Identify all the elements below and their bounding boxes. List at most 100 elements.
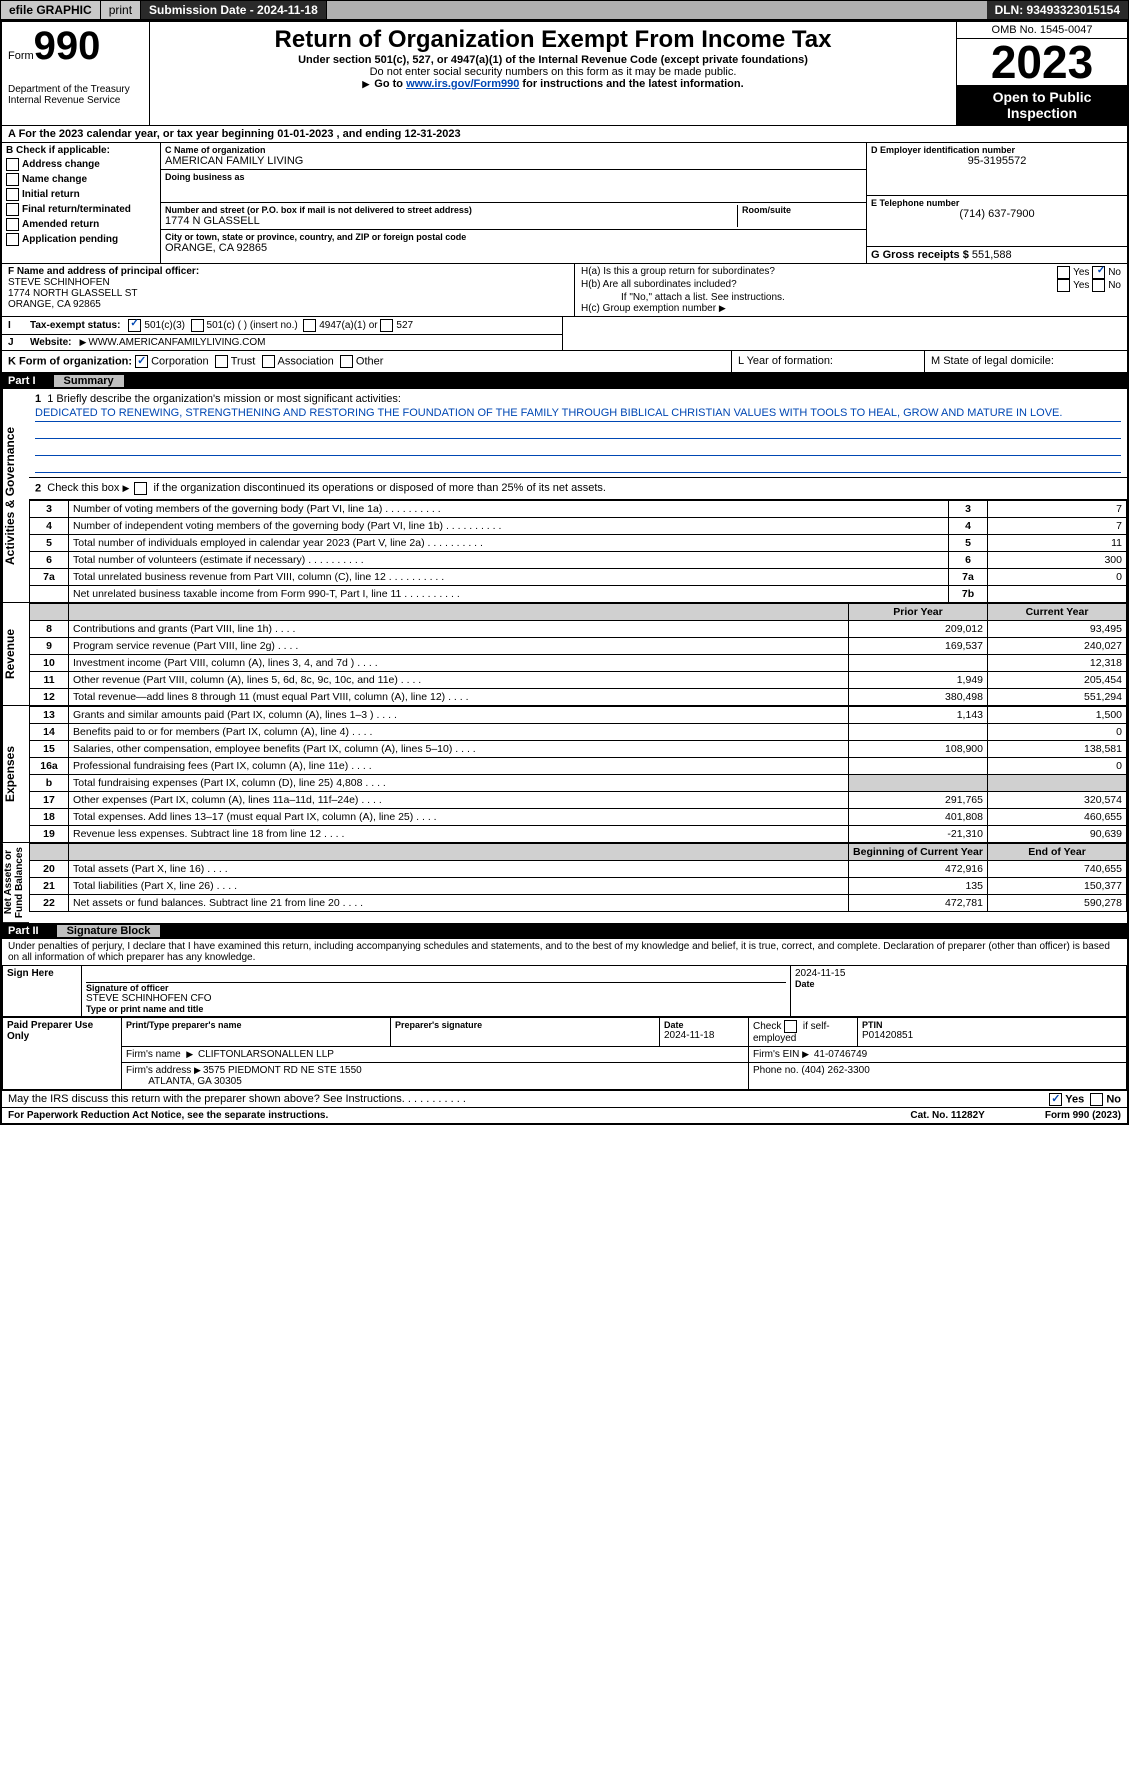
line-a: A For the 2023 calendar year, or tax yea… — [2, 126, 1127, 143]
part-2-header: Part II Signature Block — [2, 923, 1127, 939]
arrow-icon — [122, 482, 131, 494]
mission-line4 — [35, 458, 1121, 473]
header-row: Form990 Department of the Treasury Inter… — [2, 22, 1127, 126]
sig-officer-label: Signature of officer — [86, 983, 786, 993]
mission-block: 1 1 Briefly describe the organization's … — [29, 389, 1127, 478]
4947-checkbox[interactable] — [303, 319, 316, 332]
discuss-no-checkbox[interactable] — [1090, 1093, 1103, 1106]
footer-center: Cat. No. 11282Y — [910, 1110, 984, 1121]
table-net-assets: Beginning of Current YearEnd of Year20To… — [29, 843, 1127, 912]
footer-left: For Paperwork Reduction Act Notice, see … — [8, 1110, 328, 1121]
room-label: Room/suite — [742, 205, 862, 215]
ein-cell: D Employer identification number 95-3195… — [867, 143, 1127, 196]
opt-4947: 4947(a)(1) or — [319, 320, 377, 331]
self-emp-checkbox[interactable] — [784, 1020, 797, 1033]
submission-label: Submission Date - 2024-11-18 — [149, 3, 318, 17]
org-form-label: K Form of organization: — [8, 355, 132, 367]
box-b-option: Initial return — [6, 188, 156, 201]
line-2: 2 Check this box if the organization dis… — [29, 478, 1127, 500]
side-ag: Activities & Governance — [2, 389, 29, 603]
firm-name-label: Firm's name — [126, 1049, 181, 1060]
goto-post: for instructions and the latest informat… — [519, 78, 743, 90]
part-2-title: Signature Block — [57, 925, 161, 937]
discuss-yes-checkbox[interactable] — [1049, 1093, 1062, 1106]
table-row: 12Total revenue—add lines 8 through 11 (… — [30, 689, 1127, 706]
table-row: 16aProfessional fundraising fees (Part I… — [30, 758, 1127, 775]
table-row: 4Number of independent voting members of… — [30, 518, 1127, 535]
hb-yes: Yes — [1073, 280, 1089, 291]
other-checkbox[interactable] — [340, 355, 353, 368]
box-b-checkbox[interactable] — [6, 203, 19, 216]
box-f: F Name and address of principal officer:… — [2, 264, 575, 316]
mission-q: 1 Briefly describe the organization's mi… — [47, 393, 401, 405]
prep-date-label: Date — [664, 1020, 744, 1030]
ha-no-checkbox[interactable] — [1092, 266, 1105, 279]
corp-checkbox[interactable] — [135, 355, 148, 368]
box-b-checkbox[interactable] — [6, 188, 19, 201]
ha-row: H(a) Is this a group return for subordin… — [581, 266, 1121, 279]
table-row: 13Grants and similar amounts paid (Part … — [30, 707, 1127, 724]
firm-addr2: ATLANTA, GA 30305 — [148, 1076, 242, 1087]
table-header-row: Prior YearCurrent Year — [30, 604, 1127, 621]
box-m: M State of legal domicile: — [925, 351, 1127, 372]
city-label: City or town, state or province, country… — [165, 232, 862, 242]
527-checkbox[interactable] — [380, 319, 393, 332]
sign-here-table: Sign Here Signature of officer STEVE SCH… — [2, 965, 1127, 1017]
firm-ein: 41-0746749 — [814, 1049, 867, 1060]
hb-no-checkbox[interactable] — [1092, 279, 1105, 292]
part-1-label: Part I — [8, 375, 50, 387]
expenses-section: Expenses 13Grants and similar amounts pa… — [2, 706, 1127, 843]
trust-checkbox[interactable] — [215, 355, 228, 368]
table-row: 17Other expenses (Part IX, column (A), l… — [30, 792, 1127, 809]
addr-label: Number and street (or P.O. box if mail i… — [165, 205, 737, 215]
goto-link[interactable]: www.irs.gov/Form990 — [406, 78, 519, 90]
box-b-checkbox[interactable] — [6, 218, 19, 231]
ptin-label: PTIN — [862, 1020, 1122, 1030]
assoc-checkbox[interactable] — [262, 355, 275, 368]
box-b-checkbox[interactable] — [6, 158, 19, 171]
box-b-checkbox[interactable] — [6, 173, 19, 186]
line2-checkbox[interactable] — [134, 482, 147, 495]
org-name-label: C Name of organization — [165, 145, 862, 155]
arrow-icon — [719, 303, 728, 314]
table-row: bTotal fundraising expenses (Part IX, co… — [30, 775, 1127, 792]
print-seg[interactable]: print — [101, 1, 141, 19]
sig-officer-name: STEVE SCHINHOFEN CFO — [86, 993, 786, 1004]
sig-date: 2024-11-15 — [795, 968, 1122, 979]
hb-label: H(b) Are all subordinates included? — [581, 279, 1001, 292]
part-1-title: Summary — [54, 375, 124, 387]
city-cell: City or town, state or province, country… — [161, 230, 866, 256]
opt-501c3: 501(c)(3) — [144, 320, 185, 331]
box-k: K Form of organization: Corporation Trus… — [2, 351, 732, 372]
box-i: I Tax-exempt status: 501(c)(3) 501(c) ( … — [2, 317, 562, 335]
ha-yes-checkbox[interactable] — [1057, 266, 1070, 279]
501c3-checkbox[interactable] — [128, 319, 141, 332]
arrow-icon — [186, 1049, 195, 1060]
opt-assoc: Association — [278, 355, 334, 367]
dln-seg: DLN: 93493323015154 — [987, 1, 1128, 19]
officer-label: F Name and address of principal officer: — [8, 266, 199, 277]
table-row: 10Investment income (Part VIII, column (… — [30, 655, 1127, 672]
table-row: 21Total liabilities (Part X, line 26)135… — [30, 878, 1127, 895]
box-b-checkbox[interactable] — [6, 233, 19, 246]
mission-text: DEDICATED TO RENEWING, STRENGTHENING AND… — [35, 407, 1121, 422]
discuss-yes: Yes — [1065, 1094, 1084, 1106]
addr-value: 1774 N GLASSELL — [165, 215, 737, 227]
box-b-option: Final return/terminated — [6, 203, 156, 216]
website-value: WWW.AMERICANFAMILYLIVING.COM — [88, 337, 265, 348]
officer-name: STEVE SCHINHOFEN — [8, 277, 568, 288]
subtitle-1: Under section 501(c), 527, or 4947(a)(1)… — [154, 54, 952, 66]
firm-addr-label: Firm's address — [126, 1065, 191, 1076]
hb-yes-checkbox[interactable] — [1057, 279, 1070, 292]
hc-label: H(c) Group exemption number — [581, 303, 716, 314]
box-b-option: Amended return — [6, 218, 156, 231]
gross-value: 551,588 — [972, 249, 1012, 261]
box-b: B Check if applicable: Address changeNam… — [2, 143, 161, 263]
501c-checkbox[interactable] — [191, 319, 204, 332]
arrow-icon — [80, 337, 89, 348]
table-row: 20Total assets (Part X, line 16)472,9167… — [30, 861, 1127, 878]
firm-phone: (404) 262-3300 — [801, 1065, 869, 1076]
activities-governance: Activities & Governance 1 1 Briefly desc… — [2, 389, 1127, 603]
self-emp-cell: Check if self-employed — [753, 1020, 853, 1044]
hb-note: If "No," attach a list. See instructions… — [581, 292, 1121, 303]
